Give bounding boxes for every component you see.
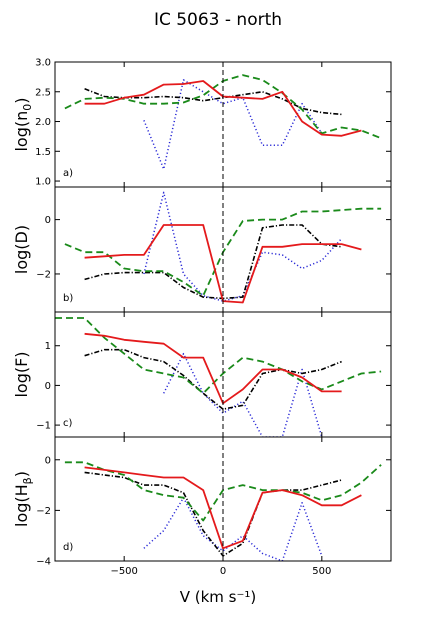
y-axis-label: log(n0) bbox=[12, 97, 34, 151]
series-line-green bbox=[55, 317, 382, 395]
series-line-blue bbox=[143, 191, 343, 302]
y-tick-label: −4 bbox=[36, 557, 51, 568]
x-tick-label: −500 bbox=[110, 566, 137, 577]
series-line-black bbox=[84, 471, 342, 557]
series-line-blue bbox=[143, 79, 323, 170]
y-axis-label: log(Hβ) bbox=[12, 471, 34, 527]
y-tick-label: 0 bbox=[45, 215, 51, 226]
series-line-red bbox=[84, 466, 362, 550]
x-axis-label: V (km s⁻¹) bbox=[180, 588, 257, 606]
panel-2: −2 0 b) log(D) bbox=[12, 186, 392, 313]
series-line-blue bbox=[163, 352, 323, 437]
panel-3: −1 0 1 c) log(F) bbox=[12, 311, 392, 438]
y-tick-label: 0 bbox=[45, 381, 51, 392]
y-tick-label: 1 bbox=[45, 341, 51, 352]
y-tick-label: 0 bbox=[45, 455, 51, 466]
y-axis-label: log(F) bbox=[12, 351, 31, 397]
y-tick-label: 1.5 bbox=[35, 147, 51, 158]
series-line-black bbox=[84, 224, 342, 300]
panel-label: a) bbox=[63, 168, 73, 179]
panel-label: d) bbox=[63, 542, 73, 553]
series-line-red bbox=[84, 332, 342, 405]
y-tick-label: −1 bbox=[36, 421, 51, 432]
x-tick-label: 500 bbox=[312, 566, 331, 577]
panel-label: c) bbox=[63, 418, 72, 429]
y-tick-label: 2.5 bbox=[35, 87, 51, 98]
figure-title: IC 5063 - north bbox=[154, 10, 282, 30]
y-tick-label: 2.0 bbox=[35, 117, 51, 128]
y-axis-label: log(D) bbox=[12, 225, 31, 274]
panel-4: −4 −2 0 −500 0 500 d) log(Hβ) bbox=[12, 436, 392, 577]
panel-label: b) bbox=[63, 293, 73, 304]
panel-1: 1.0 1.5 2.0 2.5 3.0 a) log(n0) bbox=[12, 58, 392, 188]
y-tick-label: 3.0 bbox=[35, 58, 51, 69]
series-group bbox=[64, 461, 382, 561]
y-tick-label: −2 bbox=[36, 506, 51, 517]
y-tick-label: 1.0 bbox=[35, 177, 51, 188]
series-line-black bbox=[84, 348, 342, 411]
y-tick-label: −2 bbox=[36, 269, 51, 280]
x-tick-label: 0 bbox=[220, 566, 226, 577]
series-line-green bbox=[64, 461, 382, 522]
series-line-blue bbox=[143, 496, 323, 561]
series-group bbox=[55, 317, 382, 437]
panels: 1.0 1.5 2.0 2.5 3.0 a) log(n0) −2 0 b) log(D) −1 0 1 c… bbox=[12, 58, 392, 577]
